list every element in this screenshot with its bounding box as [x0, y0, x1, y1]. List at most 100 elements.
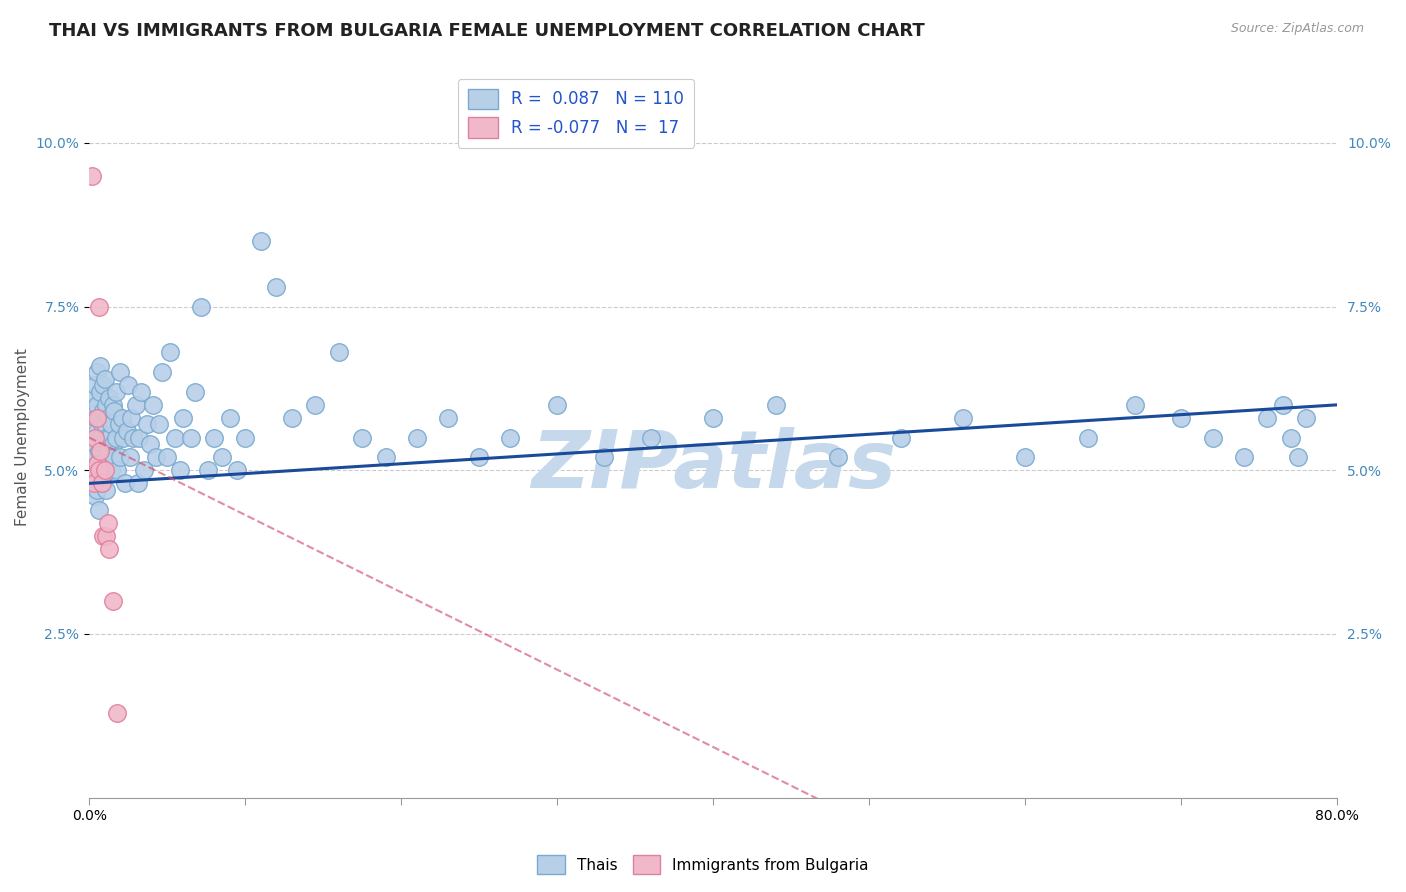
- Text: ZIPatlas: ZIPatlas: [531, 427, 896, 506]
- Point: [87, 300, 110, 314]
- Point: [82, 169, 104, 183]
- Point: [84, 431, 107, 445]
- Point: [90, 437, 112, 451]
- Point: [1286, 450, 1309, 465]
- Point: [197, 463, 219, 477]
- Point: [139, 437, 162, 451]
- Point: [105, 463, 128, 477]
- Point: [96, 529, 118, 543]
- Point: [83, 463, 105, 477]
- Point: [98, 391, 121, 405]
- Point: [468, 450, 491, 465]
- Point: [97, 411, 120, 425]
- Point: [83, 391, 105, 405]
- Point: [405, 431, 427, 445]
- Point: [1170, 411, 1192, 425]
- Point: [103, 404, 125, 418]
- Point: [91, 450, 114, 465]
- Point: [87, 411, 110, 425]
- Point: [94, 463, 117, 477]
- Point: [101, 398, 124, 412]
- Point: [765, 398, 787, 412]
- Point: [89, 359, 111, 373]
- Point: [352, 431, 374, 445]
- Point: [640, 431, 662, 445]
- Point: [233, 431, 256, 445]
- Point: [86, 457, 108, 471]
- Point: [114, 476, 136, 491]
- Point: [84, 378, 107, 392]
- Point: [128, 431, 150, 445]
- Point: [180, 431, 202, 445]
- Point: [328, 345, 350, 359]
- Point: [104, 384, 127, 399]
- Y-axis label: Female Unemployment: Female Unemployment: [15, 349, 30, 526]
- Point: [87, 502, 110, 516]
- Point: [226, 463, 249, 477]
- Point: [86, 457, 108, 471]
- Point: [94, 371, 117, 385]
- Point: [96, 431, 118, 445]
- Point: [125, 398, 148, 412]
- Point: [211, 450, 233, 465]
- Point: [121, 431, 143, 445]
- Point: [499, 431, 522, 445]
- Point: [1014, 450, 1036, 465]
- Point: [952, 411, 974, 425]
- Point: [127, 476, 149, 491]
- Point: [90, 470, 112, 484]
- Point: [135, 417, 157, 432]
- Point: [89, 443, 111, 458]
- Point: [96, 483, 118, 497]
- Point: [889, 431, 911, 445]
- Point: [86, 398, 108, 412]
- Point: [97, 443, 120, 458]
- Point: [169, 463, 191, 477]
- Legend: R =  0.087   N = 110, R = -0.077   N =  17: R = 0.087 N = 110, R = -0.077 N = 17: [458, 78, 695, 147]
- Point: [702, 411, 724, 425]
- Point: [281, 411, 304, 425]
- Point: [1201, 431, 1223, 445]
- Point: [90, 417, 112, 432]
- Point: [156, 450, 179, 465]
- Point: [152, 365, 174, 379]
- Point: [437, 411, 460, 425]
- Point: [86, 411, 108, 425]
- Text: THAI VS IMMIGRANTS FROM BULGARIA FEMALE UNEMPLOYMENT CORRELATION CHART: THAI VS IMMIGRANTS FROM BULGARIA FEMALE …: [49, 22, 925, 40]
- Point: [1256, 411, 1278, 425]
- Point: [129, 384, 152, 399]
- Point: [84, 411, 107, 425]
- Point: [117, 378, 139, 392]
- Point: [94, 463, 117, 477]
- Point: [83, 450, 105, 465]
- Point: [87, 463, 110, 477]
- Point: [101, 437, 124, 451]
- Point: [87, 443, 110, 458]
- Point: [84, 490, 107, 504]
- Point: [89, 431, 111, 445]
- Point: [118, 450, 141, 465]
- Point: [1279, 431, 1302, 445]
- Point: [132, 463, 155, 477]
- Point: [96, 398, 118, 412]
- Point: [86, 483, 108, 497]
- Point: [104, 431, 127, 445]
- Point: [249, 234, 271, 248]
- Point: [98, 541, 121, 556]
- Point: [94, 417, 117, 432]
- Point: [107, 417, 129, 432]
- Point: [90, 476, 112, 491]
- Point: [86, 424, 108, 438]
- Point: [145, 450, 167, 465]
- Point: [82, 437, 104, 451]
- Point: [184, 384, 207, 399]
- Point: [91, 404, 114, 418]
- Point: [218, 411, 240, 425]
- Text: Source: ZipAtlas.com: Source: ZipAtlas.com: [1230, 22, 1364, 36]
- Point: [1271, 398, 1294, 412]
- Point: [163, 431, 186, 445]
- Point: [159, 345, 181, 359]
- Point: [98, 431, 121, 445]
- Legend: Thais, Immigrants from Bulgaria: Thais, Immigrants from Bulgaria: [531, 849, 875, 880]
- Point: [110, 450, 132, 465]
